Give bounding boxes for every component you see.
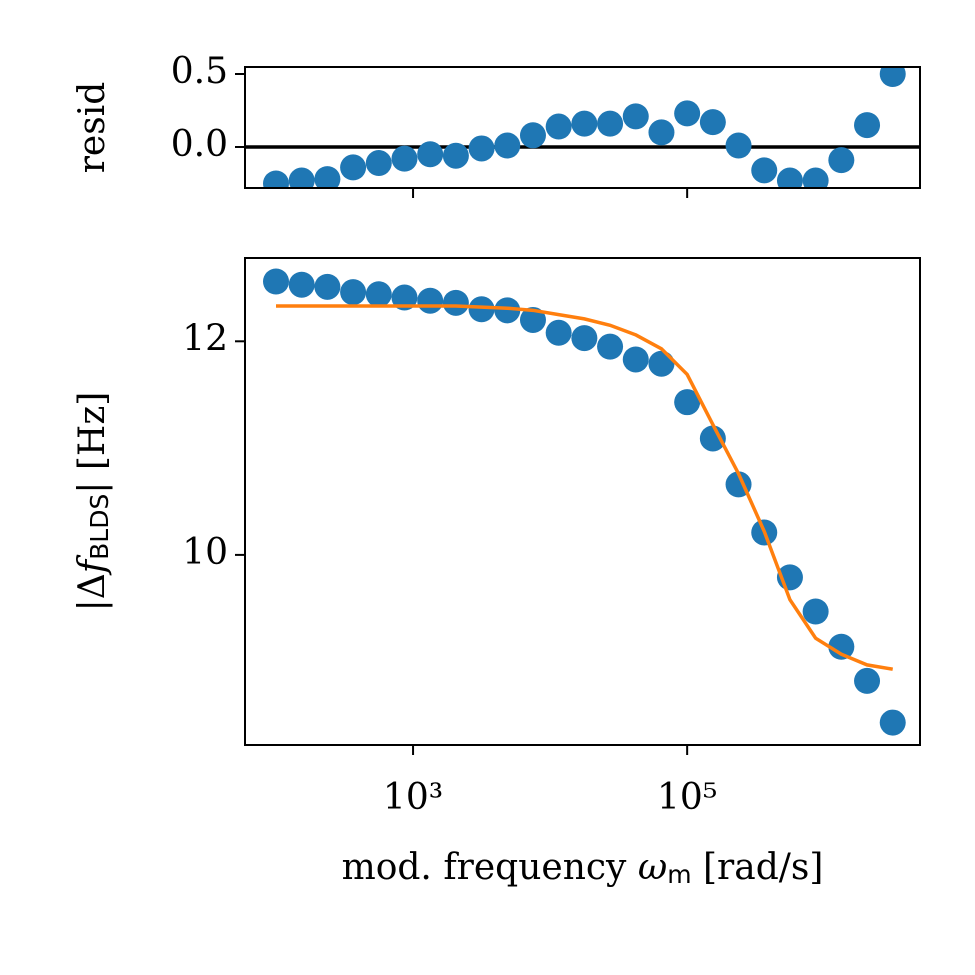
data-point	[391, 145, 418, 172]
y-axis-label-part: | [Hz]	[72, 392, 113, 494]
data-point	[725, 132, 752, 159]
data-point	[674, 100, 701, 127]
data-point	[648, 350, 675, 377]
data-point	[751, 157, 778, 184]
data-point	[468, 135, 495, 162]
y-axis-label-part: |Δ	[72, 573, 113, 611]
data-point	[571, 110, 598, 137]
data-point	[417, 287, 444, 314]
data-point	[802, 598, 829, 625]
y-tick-label: 10	[182, 532, 228, 573]
data-point	[391, 284, 418, 311]
x-axis-label-part: m	[667, 860, 691, 889]
data-point	[828, 147, 855, 174]
data-point	[776, 167, 803, 188]
x-axis-label: mod. frequency ωm [rad/s]	[342, 847, 824, 889]
x-tick-label: 10⁵	[657, 777, 717, 818]
y-axis-label: |ΔfBLDS| [Hz]	[72, 392, 114, 612]
data-point	[622, 346, 649, 373]
y-tick-label: 0.5	[171, 51, 228, 92]
data-point	[879, 709, 906, 736]
fit-line	[276, 304, 894, 671]
data-point	[288, 167, 315, 188]
axes-frame	[244, 66, 921, 189]
data-point	[545, 113, 572, 140]
x-axis-label-part: ω	[638, 847, 667, 888]
axes-frame	[244, 257, 921, 746]
data-point	[263, 170, 289, 188]
data-point	[365, 281, 392, 308]
data-point	[597, 333, 624, 360]
y-axis-label: resid	[72, 82, 113, 174]
x-tick-label: 10³	[383, 777, 443, 818]
data-point	[519, 306, 546, 333]
data-point	[442, 289, 469, 316]
data-point	[802, 167, 829, 188]
data-point	[699, 109, 726, 136]
data-point	[519, 122, 546, 149]
data-point	[571, 325, 598, 352]
data-point	[340, 154, 367, 181]
data-point	[288, 271, 315, 298]
data-point	[314, 166, 341, 188]
data-point	[442, 142, 469, 169]
x-axis-label-part: mod. frequency	[342, 847, 638, 888]
plot-area	[263, 268, 906, 736]
data-point	[674, 389, 701, 416]
data-point	[699, 425, 726, 452]
data-point	[854, 667, 881, 694]
data-point	[417, 141, 444, 168]
data-point	[365, 150, 392, 177]
data-point	[597, 110, 624, 137]
x-axis-label-part: [rad/s]	[692, 847, 824, 888]
data-point	[879, 67, 906, 88]
data-point	[545, 319, 572, 346]
data-point	[622, 103, 649, 130]
data-point	[468, 296, 495, 323]
data-point	[494, 297, 521, 324]
y-tick-label: 0.0	[171, 124, 228, 165]
y-tick-label: 12	[182, 318, 228, 359]
data-point	[648, 119, 675, 146]
data-point	[314, 273, 341, 300]
data-point	[340, 279, 367, 306]
plot-area	[245, 67, 920, 188]
data-point	[494, 132, 521, 159]
data-point	[854, 112, 881, 139]
data-point	[828, 633, 855, 660]
y-axis-label-part: BLDS	[85, 494, 114, 560]
data-point	[263, 268, 290, 295]
